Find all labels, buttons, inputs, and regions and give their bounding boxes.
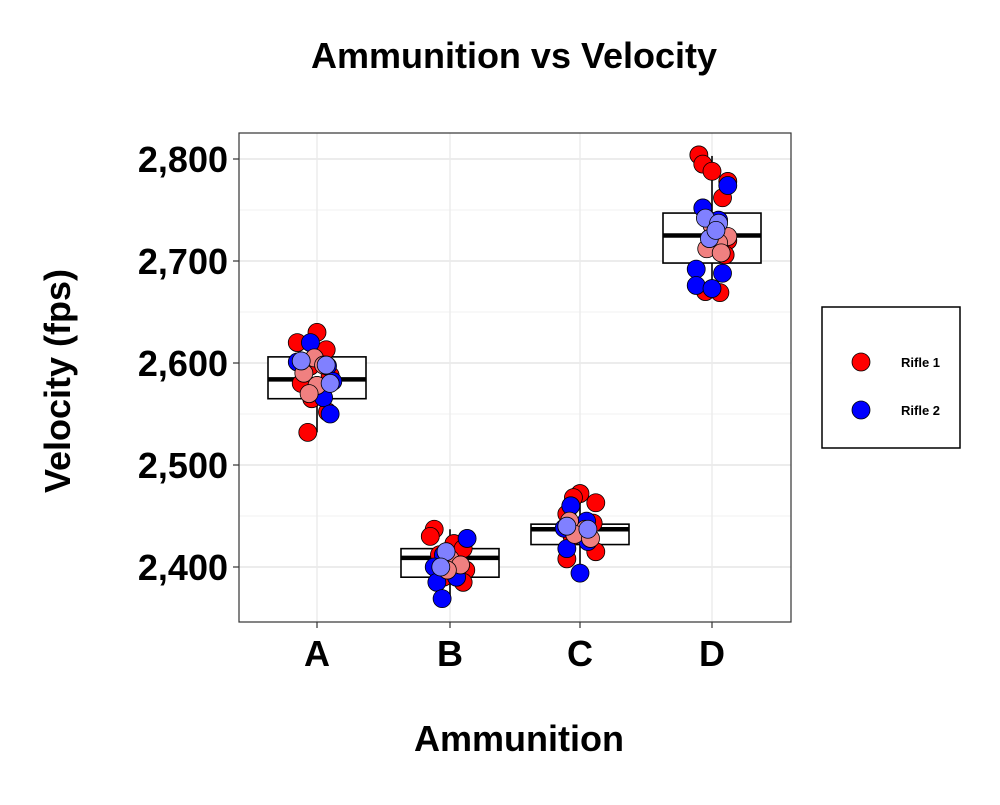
legend-frame <box>821 306 961 449</box>
data-point-light-8080ff-d <box>706 220 726 240</box>
data-point-light-8080ff-c <box>557 516 577 536</box>
data-point-light-8080ff-a <box>291 351 311 371</box>
data-point-rifle-1-b <box>420 527 440 546</box>
y-tick-label: 2,600 <box>138 343 228 384</box>
y-tick-label: 2,800 <box>138 139 228 180</box>
data-point-light-8080ff-a <box>316 355 336 375</box>
data-point-rifle-1-c <box>586 493 606 513</box>
y-tick-label: 2,400 <box>138 547 228 588</box>
data-point-rifle-1-a <box>298 422 318 442</box>
legend-label-rifle-2: Rifle 2 <box>901 403 940 418</box>
y-tick-label: 2,500 <box>138 445 228 486</box>
data-point-rifle-2-d <box>718 176 738 195</box>
data-point-light-f08080-a <box>299 384 319 404</box>
legend-swatch-rifle-2 <box>851 400 871 420</box>
points-layer <box>287 145 738 609</box>
x-tick-label: D <box>699 633 725 674</box>
data-point-rifle-2-d <box>713 263 732 283</box>
data-point-rifle-2-b <box>457 529 477 548</box>
x-tick-label: A <box>304 633 330 674</box>
data-point-rifle-2-d <box>702 279 722 298</box>
y-tick-label: 2,700 <box>138 241 228 282</box>
legend-swatch-rifle-1 <box>851 352 871 372</box>
data-point-light-8080ff-c <box>578 519 598 539</box>
x-axis-title: Ammunition <box>414 718 624 759</box>
x-tick-label: C <box>567 633 593 674</box>
data-point-rifle-2-c <box>557 539 577 559</box>
data-point-rifle-2-a <box>320 404 340 424</box>
data-point-light-f08080-d <box>711 243 731 263</box>
data-point-light-8080ff-b <box>431 557 451 577</box>
data-point-rifle-2-b <box>432 589 452 609</box>
legend: Rifle 1 Rifle 2 <box>821 306 961 449</box>
data-point-light-8080ff-a <box>320 373 340 393</box>
chart-title: Ammunition vs Velocity <box>311 35 717 76</box>
y-axis-title: Velocity (fps) <box>37 269 78 493</box>
x-tick-label: B <box>437 633 463 674</box>
plot-panel-border <box>238 132 792 623</box>
data-point-rifle-2-c <box>570 563 590 583</box>
legend-label-rifle-1: Rifle 1 <box>901 355 940 370</box>
data-point-rifle-1-d <box>702 161 722 181</box>
data-point-rifle-2-d <box>686 276 706 295</box>
data-point-rifle-2-d <box>686 259 706 279</box>
axis-layer: 2,400 2,500 2,600 2,700 2,800 A B C D <box>138 139 725 674</box>
boxplot-layer <box>267 155 762 599</box>
